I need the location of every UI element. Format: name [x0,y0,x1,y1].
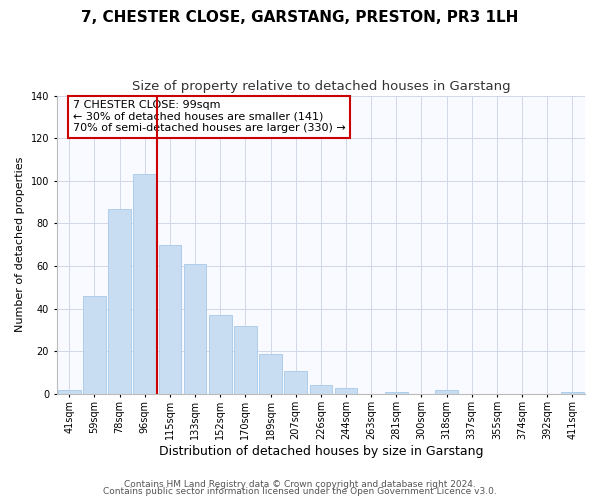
Text: Contains HM Land Registry data © Crown copyright and database right 2024.: Contains HM Land Registry data © Crown c… [124,480,476,489]
Bar [133,174,156,394]
Bar [310,386,332,394]
Y-axis label: Number of detached properties: Number of detached properties [15,157,25,332]
Bar [83,296,106,394]
Bar [259,354,282,394]
Bar [284,370,307,394]
X-axis label: Distribution of detached houses by size in Garstang: Distribution of detached houses by size … [158,444,483,458]
Bar [234,326,257,394]
Bar [335,388,358,394]
Bar [209,315,232,394]
Text: Contains public sector information licensed under the Open Government Licence v3: Contains public sector information licen… [103,487,497,496]
Text: 7 CHESTER CLOSE: 99sqm
← 30% of detached houses are smaller (141)
70% of semi-de: 7 CHESTER CLOSE: 99sqm ← 30% of detached… [73,100,345,133]
Bar [108,208,131,394]
Bar [561,392,584,394]
Bar [58,390,80,394]
Bar [436,390,458,394]
Bar [158,245,181,394]
Bar [184,264,206,394]
Bar [385,392,407,394]
Title: Size of property relative to detached houses in Garstang: Size of property relative to detached ho… [131,80,510,93]
Text: 7, CHESTER CLOSE, GARSTANG, PRESTON, PR3 1LH: 7, CHESTER CLOSE, GARSTANG, PRESTON, PR3… [82,10,518,25]
